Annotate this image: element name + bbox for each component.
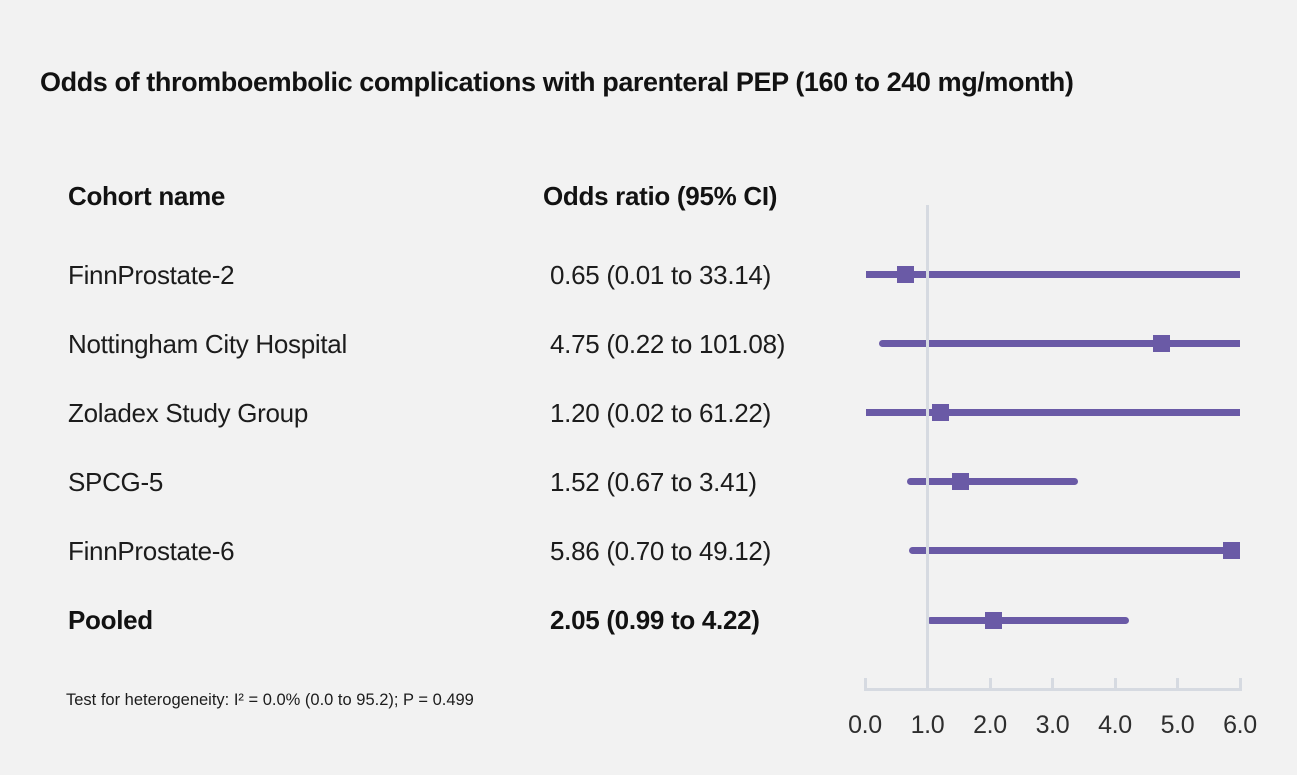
- x-axis-tick: [1238, 678, 1242, 688]
- odds-ratio-value: 5.86 (0.70 to 49.12): [550, 535, 771, 566]
- confidence-interval-line: [878, 340, 1240, 348]
- odds-ratio-marker: [1153, 335, 1171, 353]
- odds-ratio-value: 0.65 (0.01 to 33.14): [550, 259, 771, 290]
- odds-ratio-value: 4.75 (0.22 to 101.08): [550, 328, 786, 359]
- cohort-name: SPCG-5: [68, 466, 164, 497]
- odds-ratio-value: 2.05 (0.99 to 4.22): [550, 605, 760, 635]
- odds-ratio-marker: [897, 266, 915, 283]
- x-axis-line: [863, 688, 1242, 691]
- odds-ratio-marker: [1222, 542, 1240, 560]
- x-axis-tick: [1113, 678, 1117, 688]
- cohort-name: Nottingham City Hospital: [68, 328, 347, 359]
- x-axis-tick-label: 5.0: [1160, 711, 1195, 739]
- x-axis-tick-label: 1.0: [910, 711, 945, 739]
- cohort-name: Pooled: [68, 605, 153, 635]
- reference-line-or-1: [926, 205, 929, 688]
- x-axis-tick-label: 3.0: [1035, 711, 1070, 739]
- cohort-name: FinnProstate-6: [68, 535, 235, 566]
- confidence-interval-line: [865, 271, 1240, 278]
- x-axis-tick: [1051, 678, 1054, 688]
- odds-ratio-marker: [951, 473, 969, 491]
- confidence-interval-line: [926, 616, 1129, 624]
- x-axis-tick: [988, 678, 992, 688]
- x-axis-tick-label: 2.0: [973, 711, 1007, 739]
- cohort-name: FinnProstate-2: [68, 259, 235, 290]
- confidence-interval-line: [908, 547, 1240, 555]
- x-axis-tick-label: 4.0: [1098, 711, 1132, 739]
- column-header-odds-ratio: Odds ratio (95% CI): [543, 181, 778, 211]
- confidence-interval-line: [866, 409, 1240, 417]
- column-header-cohort-name: Cohort name: [68, 181, 226, 211]
- figure-title: Odds of thromboembolic complications wit…: [40, 67, 1074, 97]
- x-axis-tick: [863, 678, 867, 688]
- odds-ratio-marker: [931, 404, 949, 422]
- cohort-name: Zoladex Study Group: [68, 397, 308, 428]
- x-axis-tick-label: 0.0: [848, 711, 882, 739]
- x-axis-tick-label: 6.0: [1223, 711, 1257, 739]
- confidence-interval-line: [906, 478, 1079, 486]
- odds-ratio-marker: [984, 611, 1002, 629]
- odds-ratio-value: 1.20 (0.02 to 61.22): [550, 397, 771, 428]
- odds-ratio-value: 1.52 (0.67 to 3.41): [550, 466, 757, 497]
- heterogeneity-note: Test for heterogeneity: I² = 0.0% (0.0 t…: [66, 691, 474, 709]
- x-axis-tick: [1176, 678, 1179, 688]
- x-axis-tick: [926, 678, 929, 688]
